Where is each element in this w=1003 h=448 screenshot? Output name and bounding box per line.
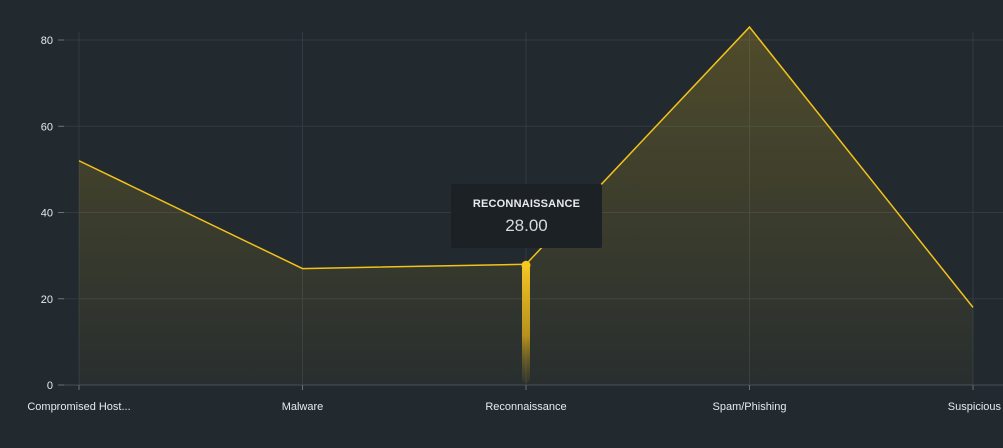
tooltip: RECONNAISSANCE 28.00 — [451, 184, 602, 248]
y-tick-label-40: 40 — [41, 208, 53, 220]
y-tick-label-20: 20 — [41, 294, 53, 306]
data-point-3[interactable] — [748, 25, 752, 29]
y-tick-label-0: 0 — [47, 380, 53, 392]
tooltip-value: 28.00 — [505, 216, 548, 235]
tooltip-title: RECONNAISSANCE — [472, 198, 581, 210]
x-tick-label-0: Compromised Host... — [27, 401, 130, 413]
x-tick-label-2: Reconnaissance — [485, 401, 566, 413]
x-axis-ticks: Compromised Host... Malware Reconnaissance… — [27, 385, 1001, 413]
y-axis-ticks: 0 20 40 60 80 — [41, 35, 64, 392]
highlight-bar — [522, 264, 530, 383]
data-point-4[interactable] — [971, 305, 975, 309]
y-tick-label-60: 60 — [41, 121, 53, 133]
data-point-1[interactable] — [301, 267, 305, 271]
x-tick-label-3: Spam/Phishing — [713, 401, 787, 413]
x-tick-label-4: Suspicious — [948, 401, 1002, 413]
x-tick-label-1: Malware — [282, 401, 324, 413]
highlight-point[interactable] — [521, 260, 531, 270]
highlight-marker — [521, 260, 531, 383]
area-fill — [79, 27, 973, 385]
data-point-0[interactable] — [77, 159, 81, 163]
y-tick-label-80: 80 — [41, 35, 53, 47]
